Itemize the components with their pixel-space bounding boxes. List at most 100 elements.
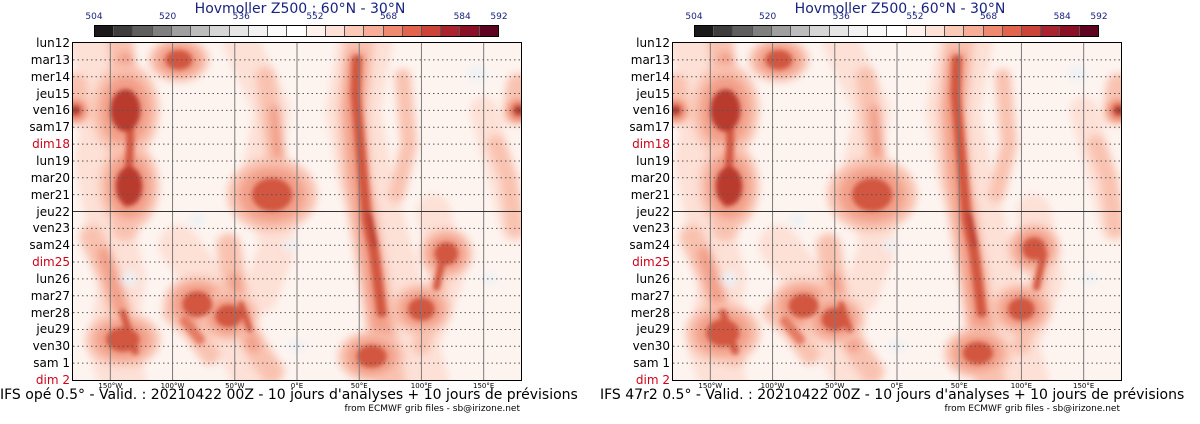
longitude-axis-label: 50°W xyxy=(225,382,245,390)
anomaly-blob xyxy=(434,242,459,265)
day-axis-label: jeu22 xyxy=(36,204,70,219)
chart-title: Hovmoller Z500 : 60°N - 30°N xyxy=(194,1,406,17)
day-axis-label: jeu15 xyxy=(636,86,670,101)
colorbar-label: 504 xyxy=(85,12,103,22)
hovmoller-panel-right: Hovmoller Z500 : 60°N - 30°N IFS 47r2 0.… xyxy=(600,0,1200,424)
colorbar-swatch xyxy=(945,26,965,36)
colorbar-swatch xyxy=(171,26,192,36)
colorbar-label: 520 xyxy=(159,12,177,22)
anomaly-blob xyxy=(673,107,679,114)
colorbar-swatch xyxy=(95,26,115,36)
longitude-axis-label: 100°E xyxy=(410,382,433,390)
colorbar-swatch xyxy=(1079,26,1098,36)
chart-title: Hovmoller Z500 : 60°N - 30°N xyxy=(794,1,1006,17)
colorbar-swatch xyxy=(906,26,926,36)
anomaly-blob xyxy=(165,50,193,70)
day-axis-label: lun12 xyxy=(636,36,670,50)
anomaly-blob xyxy=(73,107,79,114)
colorbar-label: 552 xyxy=(306,12,324,22)
anomaly-blob xyxy=(706,319,740,347)
colorbar-swatch xyxy=(791,26,811,36)
colorbar-swatch xyxy=(325,26,346,36)
hovmoller-panel-left: Hovmoller Z500 : 60°N - 30°N IFS opé 0.5… xyxy=(0,1,578,414)
day-axis-label: ven30 xyxy=(632,339,670,354)
anomaly-blob xyxy=(1022,237,1046,260)
longitude-axis-label: 100°W xyxy=(760,382,785,390)
anomaly-blob xyxy=(765,50,793,70)
colorbar-swatch xyxy=(248,26,269,36)
longitude-axis-label: 50°W xyxy=(825,382,845,390)
day-axis-label: mar13 xyxy=(30,52,70,67)
ridge-band xyxy=(238,301,253,333)
anomaly-blob xyxy=(710,89,741,132)
colorbar-swatch xyxy=(714,26,734,36)
anomaly-blob xyxy=(182,291,213,318)
day-axis-label: dim 2 xyxy=(35,373,70,387)
hovmoller-plot-area xyxy=(72,42,522,381)
ridge-band xyxy=(988,68,1017,203)
day-axis-label: dim25 xyxy=(632,255,670,270)
colorbar-label: 592 xyxy=(490,12,508,22)
ridge-band xyxy=(1032,250,1048,291)
colorbar-swatch xyxy=(1060,26,1080,36)
colorbar-swatch xyxy=(441,26,461,36)
ridge-band xyxy=(350,54,387,318)
colorbar-swatch xyxy=(460,26,480,36)
ridge-band xyxy=(366,212,378,248)
colorbar-swatch xyxy=(1041,26,1061,36)
colorbar-swatch xyxy=(421,26,442,36)
anomaly-blob xyxy=(515,107,521,114)
day-axis-label: sam24 xyxy=(29,238,70,253)
colorbar-label: 568 xyxy=(379,12,398,22)
colorbar-swatch xyxy=(868,26,888,36)
hovmoller-plot-area xyxy=(672,42,1122,381)
longitude-axis-label: 50°E xyxy=(350,382,368,390)
day-axis-label: lun19 xyxy=(636,153,670,168)
chart-footer: IFS opé 0.5° - Valid. : 20210422 00Z - 1… xyxy=(0,387,578,403)
ridge-band xyxy=(180,316,205,345)
day-axis-label: lun26 xyxy=(36,271,70,286)
day-axis-label: mar20 xyxy=(30,170,70,185)
longitude-axis-label: 150°E xyxy=(473,382,495,390)
colorbar-swatch xyxy=(268,26,288,36)
colorbar-swatch xyxy=(771,26,792,36)
anomaly-blob xyxy=(962,341,993,365)
day-axis-label: dim18 xyxy=(32,137,70,152)
anomaly-blob xyxy=(106,327,140,352)
colorbar-label: 552 xyxy=(906,12,924,22)
day-axis-label: dim18 xyxy=(632,137,670,152)
trough-blob xyxy=(481,272,498,285)
day-axis-label: dim25 xyxy=(32,255,70,270)
ridge-band xyxy=(966,212,978,248)
colorbar-swatch xyxy=(229,26,249,36)
colorbar-swatch xyxy=(810,26,830,36)
colorbar-swatch xyxy=(287,26,307,36)
chart-credit: from ECMWF grib files - sb@irizone.net xyxy=(944,404,1120,414)
anomaly-blob xyxy=(110,89,141,132)
colorbar-swatch xyxy=(983,26,1003,36)
longitude-axis-label: 0°E xyxy=(890,382,904,390)
colorbar-swatch xyxy=(114,26,134,36)
day-axis-label: ven23 xyxy=(32,221,70,236)
trough-blob xyxy=(121,270,137,287)
day-axis-label: sam 1 xyxy=(633,356,670,371)
day-axis-label: jeu15 xyxy=(36,86,70,101)
anomaly-blob xyxy=(356,345,387,368)
colorbar-swatch xyxy=(925,26,946,36)
longitude-axis-label: 150°W xyxy=(98,382,123,390)
ridge-band xyxy=(950,54,987,318)
colorbar-swatch xyxy=(364,26,384,36)
colorbar-label: 520 xyxy=(759,12,777,22)
longitude-axis-label: 150°E xyxy=(1073,382,1095,390)
ridge-band xyxy=(780,316,805,345)
colorbar-label: 584 xyxy=(1053,12,1071,22)
colorbar-label: 584 xyxy=(453,12,471,22)
day-axis-label: dim 2 xyxy=(635,373,670,387)
day-axis-label: mar13 xyxy=(630,52,670,67)
colorbar-swatch xyxy=(733,26,753,36)
day-axis-label: jeu29 xyxy=(36,322,70,337)
longitude-axis-label: 100°W xyxy=(160,382,185,390)
colorbar-swatch xyxy=(752,26,772,36)
day-axis-label: mar27 xyxy=(630,288,670,303)
day-axis-label: ven16 xyxy=(32,103,70,118)
